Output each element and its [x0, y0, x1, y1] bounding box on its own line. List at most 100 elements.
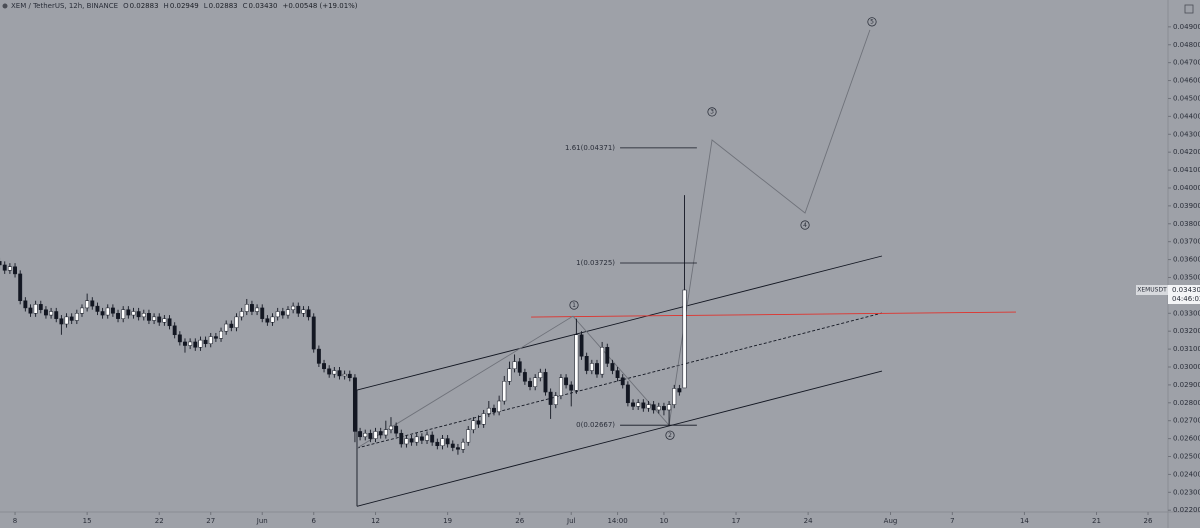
x-tick-label: 27 [206, 517, 215, 525]
candle-body [183, 341, 187, 346]
candle-body [249, 304, 254, 312]
wave-marker [867, 17, 877, 27]
candle-body [620, 377, 625, 386]
candle-body [584, 356, 589, 371]
candle-body [203, 339, 208, 344]
candle-body [564, 377, 569, 386]
candle-body [7, 266, 12, 271]
candle-body [425, 434, 429, 441]
y-tick-label: 0.02900 [1173, 381, 1200, 389]
ohlc-key: O [123, 2, 129, 10]
settings-icon[interactable] [1184, 4, 1194, 14]
candle-body [239, 311, 244, 318]
candle-body [512, 361, 517, 370]
candle-body [43, 309, 48, 316]
y-tick-label: 0.04300 [1173, 130, 1200, 138]
candle-body [589, 363, 594, 371]
y-tick-label: 0.04500 [1173, 94, 1200, 102]
x-tick-label: 7 [950, 517, 954, 525]
candle-body [291, 305, 296, 310]
candle-body [255, 307, 260, 312]
wave-label: 5 [870, 19, 874, 26]
x-tick-label: 19 [443, 517, 452, 525]
candle-body [193, 341, 198, 348]
candle-body [301, 309, 306, 314]
candle-body [461, 441, 466, 450]
candle-body [625, 384, 630, 404]
fib-label: 0(0.02667) [576, 421, 615, 429]
wave-label: 1 [572, 302, 576, 309]
candle-body [636, 402, 641, 407]
candle-body [74, 313, 79, 321]
candle-body [49, 311, 54, 316]
y-tick-label: 0.03000 [1173, 363, 1200, 371]
x-tick-label: 22 [155, 517, 164, 525]
wave-label: 4 [803, 222, 807, 229]
candle-body [538, 372, 543, 378]
candle-body [605, 347, 610, 364]
wave-marker [665, 430, 675, 440]
candle-body [177, 334, 182, 343]
candle-body [306, 309, 311, 318]
trend-line [356, 370, 883, 507]
trend-line [531, 311, 1016, 318]
candle-body [18, 273, 23, 302]
candle-body [2, 264, 7, 271]
candle-body [69, 316, 74, 321]
candle-body [672, 388, 677, 405]
candle-body [600, 347, 605, 375]
candle-body [286, 309, 290, 316]
x-tick-label: 14 [1020, 517, 1029, 525]
y-tick-label: 0.02500 [1173, 453, 1200, 461]
candle-body [414, 436, 419, 443]
candle-body [368, 432, 373, 439]
candle-body [682, 289, 687, 389]
candle-body [38, 304, 43, 310]
candle-body [558, 377, 563, 396]
wave-label: 3 [710, 109, 714, 116]
candle-body [280, 311, 285, 316]
ohlc-value: 0.02883 [130, 2, 159, 10]
candle-body [213, 336, 218, 339]
ohlc-key: C [243, 2, 248, 10]
wave-path [356, 29, 871, 449]
x-tick-label: 6 [311, 517, 316, 525]
y-tick-label: 0.04100 [1173, 166, 1200, 174]
candle-body [455, 447, 460, 450]
x-tick-label: 21 [1092, 517, 1101, 525]
candle-body [533, 377, 538, 387]
symbol-icon [2, 3, 8, 9]
candle-body [332, 370, 337, 375]
candle-body [610, 363, 615, 371]
candle-body [188, 341, 193, 346]
ohlc-value: 0.02949 [170, 2, 199, 10]
y-tick-label: 0.04900 [1173, 23, 1200, 31]
candle-body [105, 307, 110, 316]
y-tick-label: 0.04200 [1173, 148, 1200, 156]
candle-body [347, 373, 352, 378]
candle-body [157, 316, 162, 323]
countdown-label: 04:46:02 [1172, 295, 1200, 303]
candle-body [595, 363, 599, 375]
candle-body [172, 325, 177, 336]
candle-body [85, 300, 90, 309]
candle-body [522, 372, 527, 382]
x-tick-label: 8 [13, 517, 17, 525]
candle-body [110, 307, 115, 314]
ohlc-value: 0.02883 [209, 2, 238, 10]
candle-body [100, 311, 105, 316]
candle-body [337, 370, 342, 377]
candle-body [399, 432, 404, 445]
y-tick-label: 0.03600 [1173, 256, 1200, 264]
x-tick-label: 14:00 [607, 517, 627, 525]
candle-body [141, 313, 146, 318]
x-tick-label: 26 [1144, 517, 1153, 525]
candle-body [394, 425, 399, 434]
candle-body [167, 318, 172, 327]
candle-body [445, 438, 450, 445]
wave-label: 2 [668, 432, 672, 439]
candle-body [548, 391, 553, 405]
candle-body [64, 316, 69, 325]
